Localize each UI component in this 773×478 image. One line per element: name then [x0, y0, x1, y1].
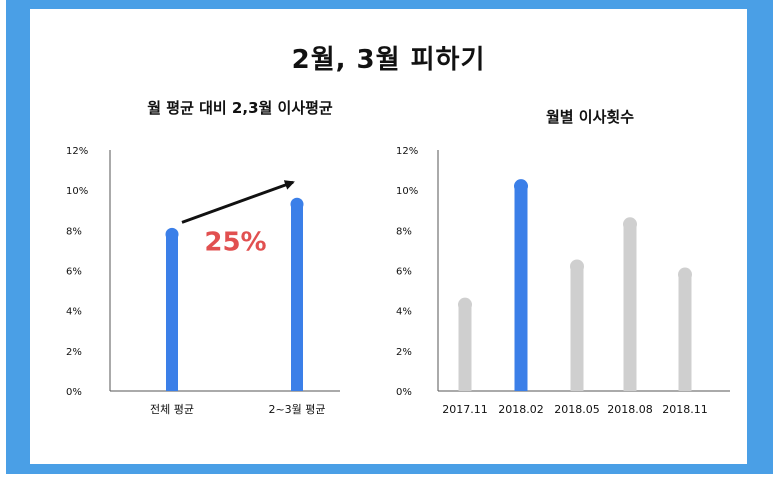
chart2-ytick-label: 6% [396, 267, 412, 278]
chart2-ytick-label: 12% [396, 146, 418, 157]
chart2-category-label: 2018.08 [607, 403, 653, 416]
chart2-ytick-label: 4% [396, 307, 412, 318]
chart1-bar [165, 227, 179, 391]
chart2-category-label: 2018.02 [498, 403, 544, 416]
chart1-increase-arrow [181, 180, 295, 224]
chart1-average-comparison: 0% 2% 4% 6% 8% 10% 12% 전체 평균 2~3월 평균 25% [66, 146, 340, 416]
chart2-bar [678, 267, 692, 391]
chart1-title: 월 평균 대비 2,3월 이사평균 [147, 99, 333, 117]
chart2-category-label: 2017.11 [442, 403, 488, 416]
page-title: 2월, 3월 피하기 [291, 45, 486, 75]
chart2-ytick-label: 0% [396, 387, 412, 398]
chart1-ytick-label: 4% [66, 307, 82, 318]
chart1-ytick-label: 12% [66, 146, 88, 157]
chart1-ytick-label: 0% [66, 387, 82, 398]
chart2-category-label: 2018.11 [662, 403, 708, 416]
slide-card: 2월, 3월 피하기 월 평균 대비 2,3월 이사평균 월별 이사횟수 0% 2… [30, 9, 747, 464]
chart2-bar [458, 297, 472, 391]
chart1-ytick-label: 8% [66, 226, 82, 237]
chart1-category-label: 전체 평균 [150, 403, 194, 416]
chart2-ytick-label: 8% [396, 226, 412, 237]
chart2-category-label: 2018.05 [554, 403, 600, 416]
chart1-bar [290, 197, 304, 391]
chart1-ytick-label: 6% [66, 267, 82, 278]
chart2-bar [514, 179, 528, 391]
chart1-ytick-label: 10% [66, 186, 88, 197]
chart1-category-label: 2~3월 평균 [268, 403, 325, 416]
chart2-bar [570, 259, 584, 391]
chart1-ytick-label: 2% [66, 347, 82, 358]
chart2-ytick-label: 10% [396, 186, 418, 197]
chart2-monthly-moves: 0% 2% 4% 6% 8% 10% 12% 2017.11 2018.02 2018.05 201… [396, 146, 730, 416]
chart2-ytick-label: 2% [396, 347, 412, 358]
chart2-title: 월별 이사횟수 [545, 108, 635, 126]
chart1-annotation-label: 25% [204, 227, 266, 257]
chart2-bar [623, 217, 637, 391]
